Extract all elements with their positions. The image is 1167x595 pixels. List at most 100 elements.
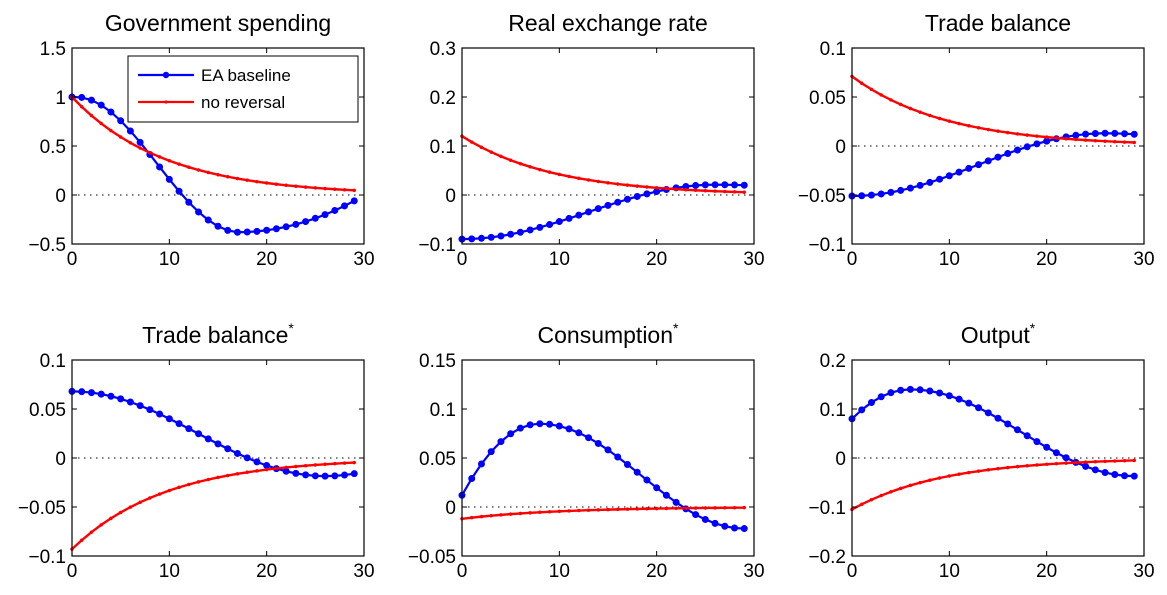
data-point (614, 453, 622, 461)
data-point (138, 500, 142, 505)
data-point (536, 420, 544, 428)
data-point (156, 163, 164, 171)
data-point (263, 461, 271, 469)
data-point (323, 186, 327, 191)
data-point (342, 461, 347, 465)
data-point (965, 399, 973, 407)
y-tick-label: 0 (55, 449, 66, 470)
data-point (352, 188, 357, 193)
data-point (889, 490, 893, 494)
y-tick-label: −0.05 (408, 547, 456, 568)
data-point (136, 402, 144, 410)
data-point (635, 184, 640, 188)
legend-label: EA baseline (201, 66, 291, 85)
data-point (1025, 463, 1029, 468)
chart-title: Real exchange rate (508, 10, 707, 36)
data-point (1093, 459, 1098, 464)
data-point (732, 190, 737, 194)
data-point (1082, 462, 1090, 470)
data-point (245, 470, 249, 475)
data-point (224, 445, 232, 453)
data-point (664, 186, 669, 191)
data-point (1132, 140, 1137, 145)
data-point (126, 398, 134, 406)
data-point (526, 421, 534, 429)
data-point (224, 226, 232, 234)
data-point (684, 506, 688, 510)
data-point (654, 506, 659, 511)
data-point (118, 510, 123, 515)
data-point (499, 513, 503, 517)
data-point (916, 386, 924, 394)
y-tick-label: 0.05 (809, 88, 846, 109)
data-point (645, 506, 649, 511)
y-tick-label: 0.1 (430, 400, 456, 421)
data-point (555, 422, 563, 430)
data-point (869, 87, 874, 92)
data-point (887, 188, 895, 196)
chart-title-text: Government spending (105, 10, 331, 36)
data-point (477, 234, 485, 242)
data-point (1035, 134, 1039, 138)
data-point (575, 211, 583, 219)
data-point (128, 505, 133, 509)
data-point (565, 214, 573, 222)
data-point (195, 208, 203, 216)
data-point (877, 393, 885, 401)
data-point (479, 514, 484, 519)
data-point (195, 430, 203, 438)
x-tick-label: 0 (457, 561, 468, 582)
data-point (1025, 133, 1029, 137)
data-point (1035, 463, 1039, 467)
data-point (87, 96, 95, 104)
data-point (89, 113, 94, 118)
x-tick-label: 10 (549, 249, 570, 270)
data-point (703, 188, 708, 193)
data-point (1064, 461, 1068, 465)
y-tick-label: −0.1 (808, 235, 846, 256)
data-point (879, 93, 884, 97)
data-point (693, 188, 698, 193)
data-point (477, 460, 485, 468)
data-point (157, 155, 162, 159)
data-point (986, 127, 991, 132)
data-point (235, 472, 240, 476)
plot-area (462, 48, 754, 244)
data-point (1062, 454, 1070, 462)
data-point (117, 395, 125, 403)
data-point (253, 227, 261, 235)
data-point (185, 425, 193, 433)
data-point (926, 387, 934, 395)
data-point (489, 513, 494, 518)
data-point (175, 187, 183, 195)
data-point (350, 197, 358, 205)
data-point (713, 189, 717, 193)
y-tick-label: 0.2 (820, 351, 846, 372)
data-point (555, 218, 563, 226)
x-tick-label: 10 (939, 249, 960, 270)
x-tick-label: 20 (1036, 249, 1057, 270)
data-point (740, 181, 748, 189)
data-point (1074, 137, 1078, 142)
data-point (507, 430, 515, 438)
data-point (898, 102, 903, 107)
data-point (99, 121, 103, 126)
data-point (282, 223, 290, 231)
data-point (1004, 149, 1012, 157)
data-point (547, 509, 552, 514)
data-point (136, 138, 144, 146)
x-tick-label: 30 (353, 561, 374, 582)
data-point (1054, 461, 1059, 466)
data-point (645, 185, 649, 189)
data-point (294, 184, 298, 189)
data-point (332, 461, 337, 466)
data-point (692, 182, 700, 190)
y-tick-label: 0 (445, 498, 456, 519)
data-point (97, 390, 105, 398)
data-point (99, 523, 103, 527)
data-point (594, 205, 602, 213)
data-point (711, 181, 719, 189)
